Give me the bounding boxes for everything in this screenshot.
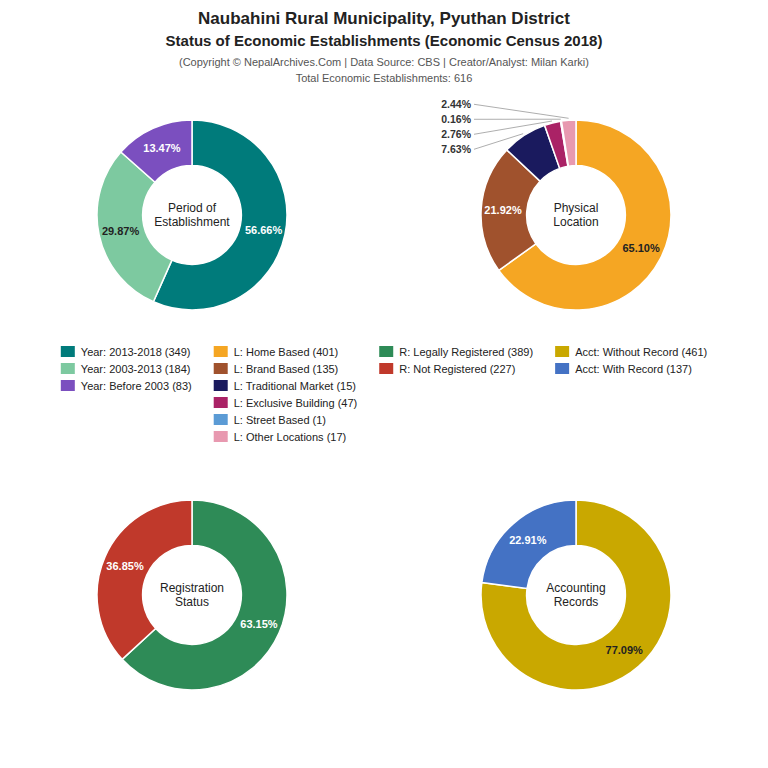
legend-item: Year: 2013-2018 (349) [61, 346, 191, 358]
legend-label: Year: 2003-2013 (184) [81, 363, 191, 375]
leader-line [474, 134, 523, 150]
legend-swatch [555, 346, 569, 357]
center-label-line: Records [554, 595, 599, 609]
legend-item: L: Other Locations (17) [214, 431, 347, 443]
data-label: 56.66% [245, 224, 283, 236]
donut-chart: RegistrationStatus 63.15% 36.85% [97, 500, 287, 690]
legend-label: R: Legally Registered (389) [399, 346, 533, 358]
legend-column: L: Home Based (401) L: Brand Based (135) L… [214, 346, 358, 443]
legend-swatch [61, 380, 75, 391]
center-label-line: Location [553, 215, 598, 229]
legend-item: L: Home Based (401) [214, 346, 339, 358]
legend-swatch [214, 363, 228, 374]
legend-label: Acct: Without Record (461) [575, 346, 707, 358]
legend-item: L: Traditional Market (15) [214, 380, 356, 392]
data-labels: 63.15% 36.85% [106, 560, 278, 631]
donut-chart: PhysicalLocation 65.10% 21.92% 2.44% 0.16% 2.… [441, 98, 671, 310]
legend-label: R: Not Registered (227) [399, 363, 515, 375]
subtitle: Total Economic Establishments: 616 [296, 72, 473, 84]
legend-swatch [214, 414, 228, 425]
legend-swatch [214, 346, 228, 357]
legend-item: Year: Before 2003 (83) [61, 380, 192, 392]
legend-item: Acct: With Record (137) [555, 363, 692, 375]
title: Naubahini Rural Municipality, Pyuthan Di… [198, 9, 570, 28]
slices [481, 500, 671, 690]
legend-label: L: Exclusive Building (47) [234, 397, 358, 409]
legend-item: R: Legally Registered (389) [379, 346, 533, 358]
legend-item: Acct: Without Record (461) [555, 346, 707, 358]
legend-swatch [214, 431, 228, 442]
slice [97, 500, 192, 659]
center-label-line: Accounting [546, 581, 605, 595]
data-labels: 65.10% 21.92% 2.44% 0.16% 2.76% 7.63% [441, 98, 660, 254]
data-label: 36.85% [106, 560, 144, 572]
center-label-line: Physical [554, 201, 599, 215]
leader-line [474, 119, 561, 120]
data-labels: 77.09% 22.91% [509, 534, 643, 656]
heading: Naubahini Rural Municipality, Pyuthan Di… [166, 9, 603, 84]
slices [481, 120, 671, 310]
legend-label: L: Street Based (1) [234, 414, 326, 426]
donut-chart: AccountingRecords 77.09% 22.91% [481, 500, 671, 690]
slices [97, 120, 287, 310]
center-label-line: Period of [168, 201, 217, 215]
legend-swatch [214, 380, 228, 391]
legend-swatch [379, 363, 393, 374]
data-label: 2.76% [441, 128, 471, 140]
legend: Year: 2013-2018 (349) Year: 2003-2013 (18… [61, 346, 707, 443]
data-label: 65.10% [622, 242, 660, 254]
data-label: 21.92% [484, 204, 522, 216]
leader-line [474, 104, 569, 118]
legend-item: Year: 2003-2013 (184) [61, 363, 191, 375]
legend-column: Acct: Without Record (461) Acct: With Rec… [555, 346, 707, 375]
legend-column: Year: 2013-2018 (349) Year: 2003-2013 (18… [61, 346, 192, 392]
legend-swatch [555, 363, 569, 374]
center-label: RegistrationStatus [160, 581, 224, 609]
legend-label: L: Other Locations (17) [234, 431, 347, 443]
data-label: 7.63% [441, 143, 471, 155]
center-label-line: Establishment [154, 215, 230, 229]
slice [481, 500, 671, 690]
legend-swatch [61, 363, 75, 374]
legend-label: L: Traditional Market (15) [234, 380, 356, 392]
subtitle: (Copyright © NepalArchives.Com | Data So… [179, 56, 589, 68]
legend-item: R: Not Registered (227) [379, 363, 515, 375]
legend-swatch [379, 346, 393, 357]
slices [97, 500, 287, 690]
center-label-line: Status [175, 595, 209, 609]
leader-line [474, 121, 552, 134]
center-label-line: Registration [160, 581, 224, 595]
data-label: 29.87% [102, 225, 140, 237]
slice [561, 120, 576, 166]
center-label: PhysicalLocation [553, 201, 598, 229]
slice [121, 120, 192, 182]
center-label: Period ofEstablishment [154, 201, 230, 229]
data-label: 13.47% [143, 142, 181, 154]
data-label: 22.91% [509, 534, 547, 546]
legend-swatch [61, 346, 75, 357]
legend-item: L: Brand Based (135) [214, 363, 339, 375]
title: Status of Economic Establishments (Econo… [166, 32, 603, 49]
legend-item: L: Exclusive Building (47) [214, 397, 358, 409]
data-labels: 56.66% 29.87% 13.47% [102, 142, 283, 236]
legend-label: Year: 2013-2018 (349) [81, 346, 191, 358]
legend-label: L: Brand Based (135) [234, 363, 339, 375]
legend-label: Acct: With Record (137) [575, 363, 692, 375]
center-label: AccountingRecords [546, 581, 605, 609]
data-label: 63.15% [240, 618, 278, 630]
donut-chart: Period ofEstablishment 56.66% 29.87% 13.47% [97, 120, 287, 310]
data-label: 77.09% [606, 644, 644, 656]
data-label: 0.16% [441, 113, 471, 125]
legend-label: Year: Before 2003 (83) [81, 380, 192, 392]
legend-item: L: Street Based (1) [214, 414, 326, 426]
chart: Naubahini Rural Municipality, Pyuthan Di… [0, 0, 768, 768]
legend-label: L: Home Based (401) [234, 346, 339, 358]
data-label: 2.44% [441, 98, 471, 110]
legend-column: R: Legally Registered (389) R: Not Regist… [379, 346, 533, 375]
slice [482, 500, 576, 589]
legend-swatch [214, 397, 228, 408]
